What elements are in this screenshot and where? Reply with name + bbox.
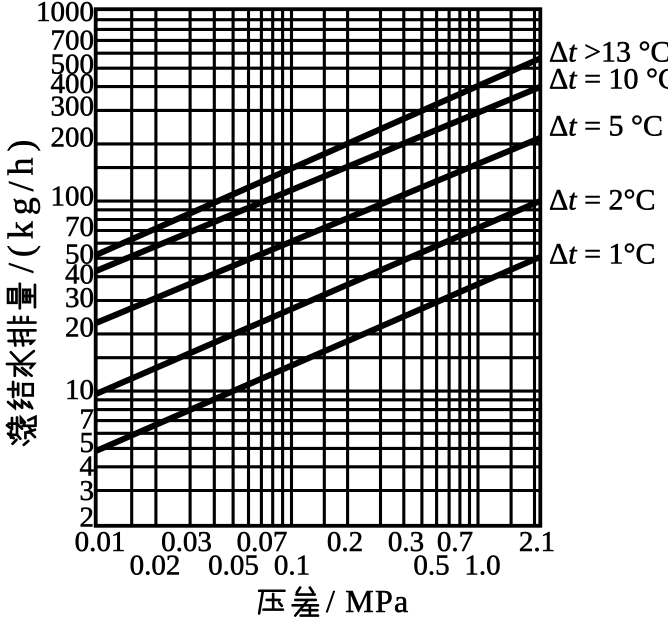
svg-text:0.03: 0.03 [161, 526, 212, 558]
svg-text:3: 3 [80, 475, 95, 507]
svg-text:2.1: 2.1 [519, 526, 555, 558]
svg-text:0.5: 0.5 [413, 550, 449, 582]
svg-text:10: 10 [65, 374, 94, 406]
svg-text:300: 300 [51, 91, 95, 123]
svg-text:0.07: 0.07 [237, 526, 288, 558]
svg-text:200: 200 [51, 122, 95, 154]
svg-text:Δt = 2°C: Δt = 2°C [549, 184, 656, 217]
svg-text:2: 2 [80, 502, 95, 534]
svg-text:0.2: 0.2 [327, 526, 363, 558]
svg-text:0.05: 0.05 [208, 550, 259, 582]
svg-text:30: 30 [65, 282, 94, 314]
svg-text:50: 50 [65, 239, 94, 271]
svg-text:/ MPa: / MPa [326, 583, 409, 617]
svg-text:20: 20 [65, 312, 94, 344]
svg-text:/(kg/h): /(kg/h) [1, 134, 41, 273]
svg-text:7: 7 [80, 404, 95, 436]
svg-text:0.3: 0.3 [388, 526, 424, 558]
svg-text:100: 100 [51, 181, 95, 213]
svg-text:0.1: 0.1 [274, 550, 310, 582]
svg-text:1.0: 1.0 [464, 550, 500, 582]
svg-text:Δt = 1°C: Δt = 1°C [549, 238, 656, 271]
svg-text:1000: 1000 [36, 0, 94, 28]
svg-text:0.01: 0.01 [75, 526, 126, 558]
svg-text:0.7: 0.7 [437, 526, 473, 558]
svg-text:400: 400 [51, 68, 95, 100]
svg-text:70: 70 [65, 211, 94, 243]
svg-text:40: 40 [65, 259, 94, 291]
svg-text:700: 700 [51, 25, 95, 57]
svg-text:Δt >13 °C: Δt >13 °C [549, 36, 668, 69]
svg-text:Δt = 5 °C: Δt = 5 °C [549, 110, 663, 143]
svg-text:4: 4 [80, 451, 95, 483]
svg-text:500: 500 [51, 49, 95, 81]
svg-text:Δt = 10 °C: Δt = 10 °C [549, 63, 668, 96]
svg-text:5: 5 [80, 427, 95, 459]
svg-text:0.02: 0.02 [130, 550, 181, 582]
